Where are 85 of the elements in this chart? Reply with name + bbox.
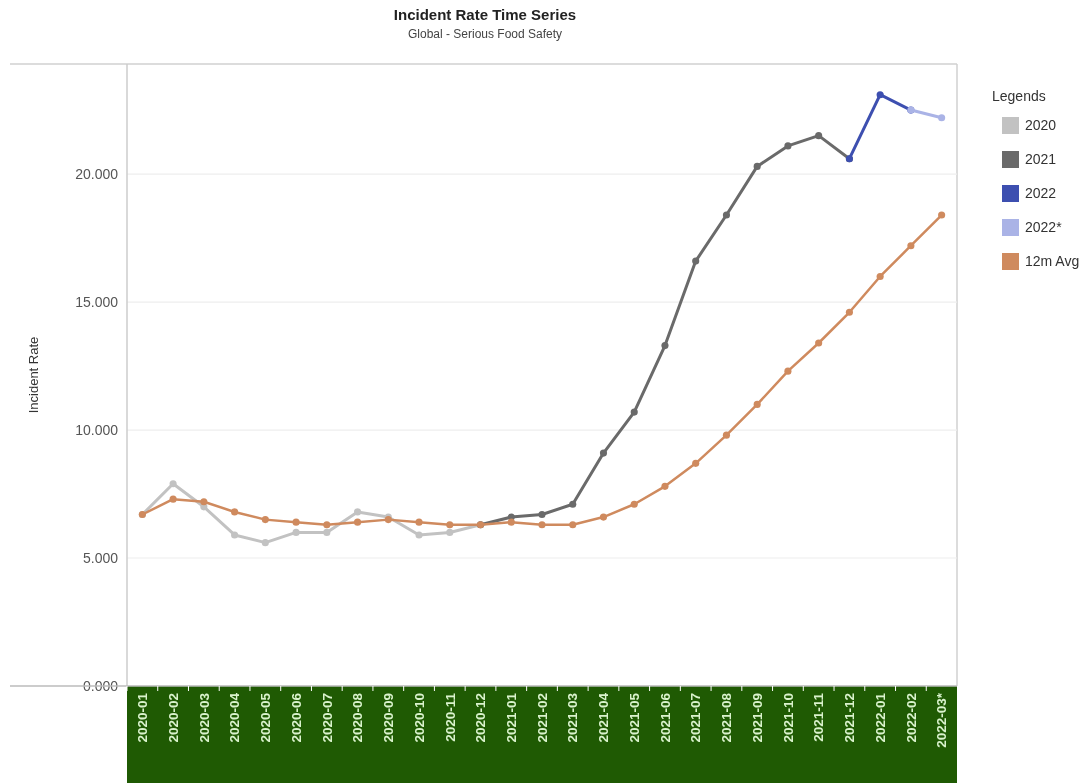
point: [815, 132, 823, 140]
y-tick-label: 15.000: [75, 293, 119, 310]
point: [507, 518, 515, 526]
point: [630, 408, 638, 416]
point: [231, 531, 239, 539]
point: [415, 531, 423, 539]
y-tick-label: 10.000: [75, 421, 119, 438]
x-tick-label: 2021-01: [503, 692, 519, 743]
x-tick-label: 2020-09: [381, 693, 397, 743]
point: [169, 495, 177, 503]
point: [261, 516, 269, 524]
x-tick-label: 2021-10: [780, 693, 796, 743]
x-tick-label: 2021-05: [626, 692, 642, 743]
point: [692, 257, 700, 265]
y-tick-label: 0.000: [82, 677, 119, 694]
point: [938, 211, 946, 219]
x-tick-label: 2021-02: [534, 693, 550, 743]
x-tick-label: 2021-11: [811, 692, 827, 742]
point: [661, 482, 669, 490]
x-tick-label: 2020-10: [411, 693, 427, 743]
y-tick-label: 20.000: [75, 165, 119, 182]
point: [722, 431, 731, 439]
x-tick-label: 2020-03: [196, 692, 212, 743]
point: [599, 513, 608, 521]
point: [815, 339, 823, 347]
legend-label: 2022*: [1025, 219, 1063, 236]
point: [661, 342, 669, 350]
point: [784, 367, 792, 375]
x-tick-label: 2020-01: [135, 692, 151, 743]
point: [753, 162, 761, 170]
x-tick-label: 2020-11: [442, 692, 458, 742]
x-tick-label: 2021-12: [842, 693, 858, 743]
x-tick-label: 2022-01: [872, 692, 888, 743]
point: [569, 521, 577, 529]
x-tick-label: 2021-04: [596, 692, 612, 743]
point: [353, 508, 362, 516]
point: [200, 498, 208, 506]
point: [876, 272, 884, 281]
point: [292, 528, 300, 536]
point: [231, 508, 239, 516]
x-tick-label: 2022-03*: [934, 692, 950, 748]
x-tick-label: 2022-02: [903, 693, 919, 743]
legend-label: 2020: [1025, 117, 1057, 134]
point: [538, 510, 546, 519]
legend-label: 12m Avg: [1025, 253, 1080, 270]
legend-label: 2021: [1025, 151, 1057, 168]
point: [599, 449, 608, 457]
point: [261, 539, 269, 547]
point: [323, 528, 331, 536]
point: [569, 500, 577, 508]
x-tick-label: 2021-09: [749, 693, 765, 743]
point: [353, 518, 362, 526]
y-axis-title: Incident Rate: [26, 336, 41, 414]
point: [753, 400, 761, 408]
point: [446, 521, 454, 529]
x-tick-label: 2021-06: [657, 692, 673, 743]
x-tick-label: 2021-03: [565, 692, 581, 743]
point: [630, 500, 638, 508]
x-tick-label: 2021-08: [719, 692, 735, 743]
point: [876, 91, 884, 99]
point: [169, 480, 177, 488]
x-tick-label: 2020-02: [165, 693, 181, 743]
legend-title: Legends: [992, 88, 1046, 104]
x-tick-label: 2020-07: [319, 693, 335, 743]
point: [538, 521, 546, 529]
chart-subtitle: Global - Serious Food Safety: [407, 27, 563, 41]
point: [323, 521, 331, 529]
point: [692, 459, 700, 467]
x-tick-label: 2020-05: [258, 692, 274, 743]
x-tick-label: 2020-06: [288, 692, 304, 743]
point: [784, 142, 792, 150]
point: [938, 114, 946, 122]
x-tick-label: 2020-04: [227, 692, 243, 743]
y-tick-label: 5.000: [82, 549, 119, 566]
legend-label: 2022: [1025, 185, 1057, 202]
x-tick-label: 2020-08: [350, 692, 366, 743]
chart-title: Incident Rate Time Series: [393, 6, 577, 23]
x-tick-label: 2021-07: [688, 693, 704, 743]
point: [907, 242, 915, 250]
point: [292, 518, 300, 526]
point: [415, 518, 423, 526]
x-tick-label: 2020-12: [473, 693, 489, 743]
point: [722, 211, 731, 219]
point: [446, 528, 454, 536]
point: [845, 308, 853, 316]
